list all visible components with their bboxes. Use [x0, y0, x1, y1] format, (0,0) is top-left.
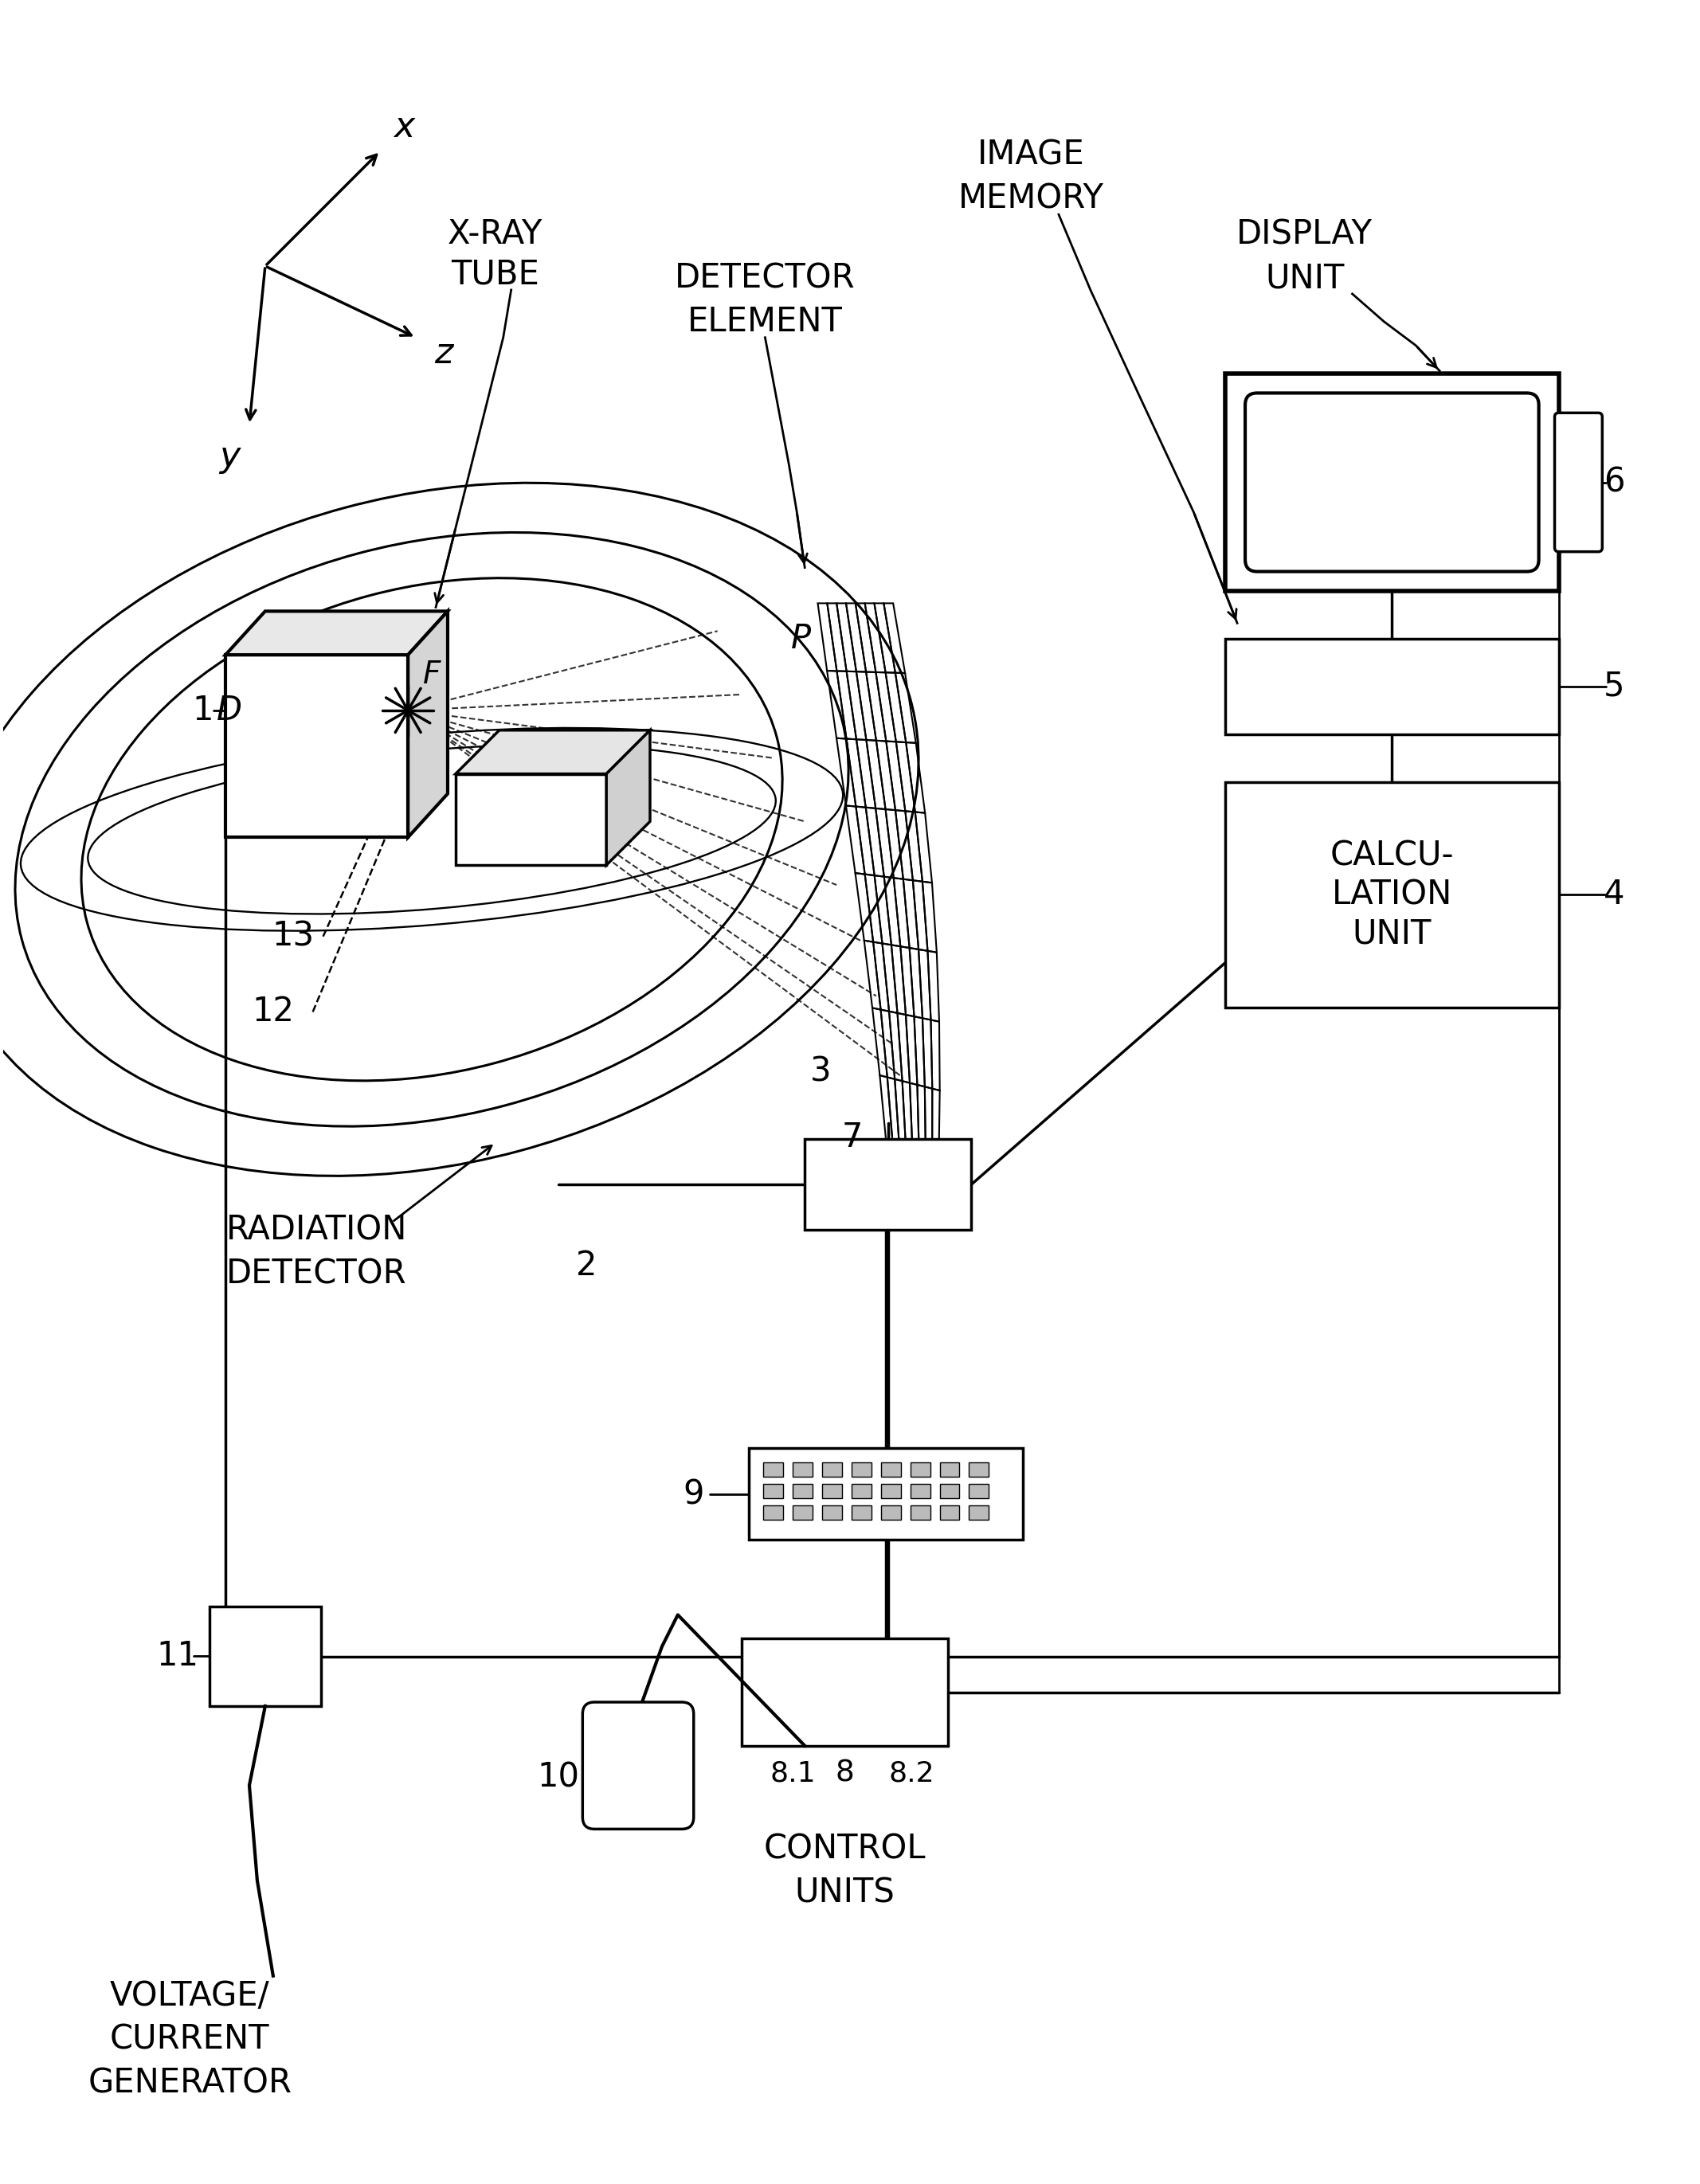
Bar [209, 1607, 321, 1706]
Text: DETECTOR: DETECTOR [226, 1258, 406, 1291]
Text: UNITS: UNITS [794, 1876, 894, 1909]
Text: 8.1: 8.1 [770, 1760, 816, 1787]
FancyBboxPatch shape [1554, 413, 1603, 553]
Text: 7: 7 [842, 1120, 864, 1153]
Bar [823, 1463, 842, 1476]
Text: CALCU-
LATION
UNIT: CALCU- LATION UNIT [1329, 839, 1454, 950]
Bar [792, 1483, 813, 1498]
Bar [823, 1483, 842, 1498]
Polygon shape [408, 612, 447, 836]
Text: 2: 2 [576, 1249, 597, 1282]
Text: y: y [219, 439, 240, 474]
Polygon shape [226, 655, 408, 836]
Text: 11: 11 [156, 1640, 199, 1673]
Text: 13: 13 [272, 919, 314, 952]
Bar [881, 1463, 901, 1476]
Bar [881, 1483, 901, 1498]
Text: 9: 9 [683, 1479, 704, 1511]
Text: D: D [216, 695, 241, 727]
Text: P: P [791, 622, 811, 655]
FancyBboxPatch shape [1244, 393, 1538, 572]
Text: CONTROL: CONTROL [763, 1832, 925, 1865]
Text: IMAGE: IMAGE [978, 138, 1085, 173]
Bar [763, 1505, 784, 1520]
Text: 3: 3 [809, 1055, 831, 1088]
Bar [763, 1463, 784, 1476]
FancyBboxPatch shape [583, 1701, 694, 1828]
Text: 4: 4 [1603, 878, 1625, 911]
Bar [852, 1463, 872, 1476]
Bar [969, 1505, 989, 1520]
Text: 10: 10 [537, 1760, 580, 1795]
Bar [1226, 373, 1559, 592]
Bar [969, 1483, 989, 1498]
Text: 1: 1 [192, 695, 214, 727]
Bar [750, 1448, 1023, 1540]
Text: MEMORY: MEMORY [959, 181, 1103, 216]
Text: z: z [435, 336, 452, 371]
Text: DETECTOR: DETECTOR [675, 262, 855, 295]
Text: X-RAY: X-RAY [447, 218, 542, 251]
Bar [910, 1463, 930, 1476]
Text: TUBE: TUBE [450, 258, 539, 290]
Text: RADIATION: RADIATION [226, 1214, 408, 1247]
Text: VOLTAGE/: VOLTAGE/ [111, 1979, 270, 2011]
Text: x: x [393, 109, 415, 144]
Text: 8: 8 [835, 1758, 853, 1789]
Text: GENERATOR: GENERATOR [88, 2066, 292, 2099]
Bar [763, 1483, 784, 1498]
Text: 8.2: 8.2 [889, 1760, 935, 1787]
Text: 5: 5 [1603, 670, 1625, 703]
Polygon shape [226, 612, 447, 655]
Bar [852, 1483, 872, 1498]
Bar [792, 1463, 813, 1476]
Bar [792, 1505, 813, 1520]
Bar [940, 1505, 959, 1520]
Polygon shape [456, 773, 607, 865]
Bar [741, 1638, 947, 1745]
Text: UNIT: UNIT [1265, 262, 1345, 295]
Bar [823, 1505, 842, 1520]
Text: F: F [423, 660, 440, 690]
Text: 12: 12 [252, 996, 294, 1029]
Polygon shape [456, 729, 649, 773]
Text: CURRENT: CURRENT [111, 2022, 270, 2055]
Bar [969, 1463, 989, 1476]
Bar [1226, 640, 1559, 734]
Polygon shape [607, 729, 649, 865]
Bar [940, 1463, 959, 1476]
Text: ELEMENT: ELEMENT [687, 306, 843, 339]
Bar [881, 1505, 901, 1520]
Bar [910, 1483, 930, 1498]
Bar [1226, 782, 1559, 1007]
Bar [852, 1505, 872, 1520]
Text: 6: 6 [1603, 465, 1625, 498]
Bar [910, 1505, 930, 1520]
Bar [804, 1138, 971, 1230]
Bar [940, 1483, 959, 1498]
Text: DISPLAY: DISPLAY [1236, 218, 1374, 251]
